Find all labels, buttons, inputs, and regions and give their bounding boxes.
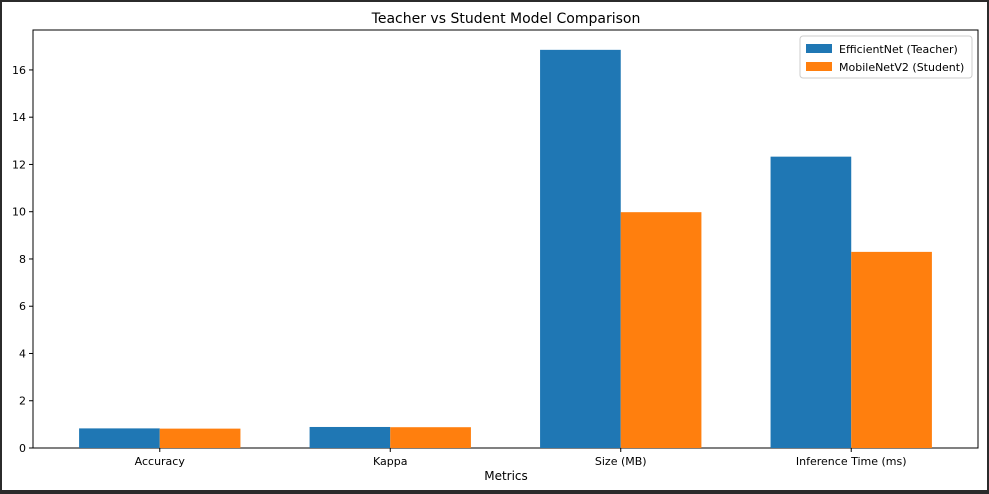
bar-student: [390, 427, 471, 448]
y-tick-label: 14: [12, 111, 26, 124]
legend-swatch: [806, 62, 832, 71]
bar-teacher: [79, 428, 160, 448]
y-tick-label: 6: [19, 300, 26, 313]
bar-student: [851, 251, 932, 448]
legend-box: [799, 35, 973, 79]
y-tick-label: 4: [19, 347, 26, 360]
x-tick-label: Inference Time (ms): [796, 455, 907, 468]
x-tick-label: Accuracy: [135, 455, 186, 468]
y-tick-label: 8: [19, 253, 26, 266]
x-tick-label: Size (MB): [595, 455, 647, 468]
y-tick-label: 2: [19, 395, 26, 408]
y-tick-label: 16: [12, 64, 26, 77]
y-tick-label: 0: [19, 442, 26, 455]
x-tick-label: Kappa: [373, 455, 407, 468]
bar-teacher: [770, 156, 852, 448]
bar-teacher: [540, 49, 621, 448]
x-axis-label: Metrics: [484, 469, 528, 483]
bar-group: [79, 49, 932, 448]
legend-swatch: [806, 44, 832, 53]
legend-label: MobileNetV2 (Student): [839, 61, 964, 74]
legend: EfficientNet (Teacher) MobileNetV2 (Stude…: [799, 35, 973, 79]
y-axis: 0 2 4 6 8 10 12 14 16: [12, 64, 33, 455]
y-tick-label: 10: [12, 206, 26, 219]
chart-title: Teacher vs Student Model Comparison: [371, 11, 641, 27]
y-tick-label: 12: [12, 158, 26, 171]
bar-student: [159, 428, 241, 448]
bar-student: [620, 212, 702, 448]
legend-label: EfficientNet (Teacher): [839, 43, 958, 56]
bar-teacher: [309, 426, 391, 448]
x-axis: Accuracy Kappa Size (MB) Inference Time (ms…: [135, 448, 907, 468]
